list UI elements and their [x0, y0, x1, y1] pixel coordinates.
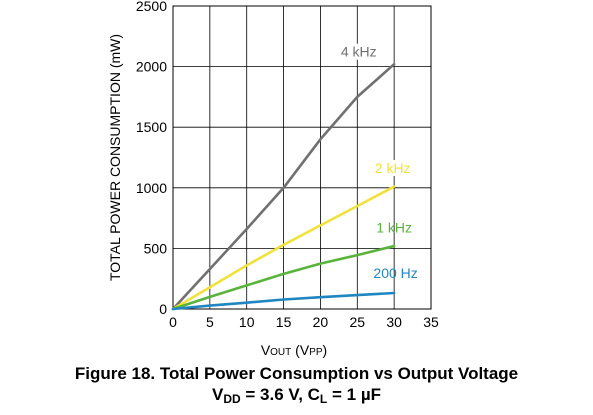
series-label: 4 kHz [341, 44, 377, 60]
y-tick-label: 500 [144, 240, 168, 256]
x-tick-label: 20 [313, 314, 329, 330]
x-axis-label: VOUT (VPP) [261, 342, 327, 358]
x-tick-label: 30 [386, 314, 402, 330]
series-label: 200 Hz [373, 265, 417, 281]
x-tick-label: 35 [423, 314, 439, 330]
series-label: 2 kHz [375, 160, 411, 176]
series-line [171, 185, 396, 311]
series-label: 1 kHz [376, 219, 412, 235]
y-axis-label: TOTAL POWER CONSUMPTION (mW) [107, 34, 123, 281]
x-tick-label: 0 [169, 314, 177, 330]
series-label-bg [336, 43, 381, 60]
series-line [171, 244, 396, 311]
plot-frame [172, 5, 432, 310]
x-tick-label: 25 [349, 314, 365, 330]
y-tick-label: 2500 [136, 0, 167, 14]
figure-conditions: VDD = 3.6 V, CL = 1 µF [212, 385, 381, 406]
y-tick-label: 0 [159, 301, 167, 317]
figure-caption: Figure 18. Total Power Consumption vs Ou… [74, 364, 519, 383]
y-tick-label: 1500 [136, 119, 167, 135]
x-tick-label: 10 [239, 314, 255, 330]
y-tick-label: 1000 [136, 180, 167, 196]
series-line [171, 291, 396, 311]
x-tick-label: 15 [276, 314, 292, 330]
series-label-bg [370, 160, 415, 177]
y-tick-label: 2000 [136, 59, 167, 75]
x-tick-label: 5 [206, 314, 214, 330]
power-chart: 0 500 1000 1500 2000 2500 0 5 10 15 20 25 30 35 TOTAL … [107, 0, 439, 358]
series-line [171, 62, 396, 311]
